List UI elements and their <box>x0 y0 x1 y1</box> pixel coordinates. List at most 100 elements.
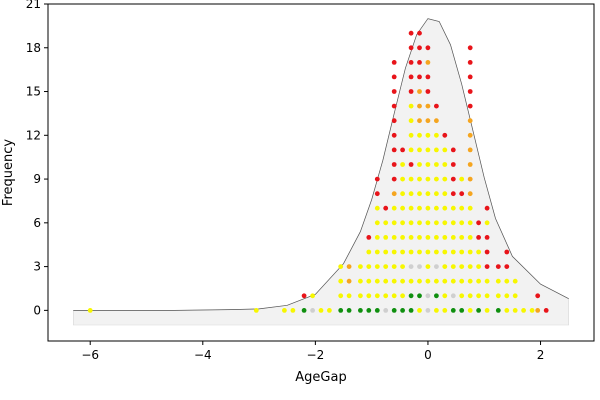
data-point <box>535 293 541 299</box>
data-point <box>358 293 363 299</box>
data-point <box>408 162 414 167</box>
data-point <box>459 205 465 211</box>
data-point <box>408 103 414 109</box>
data-point <box>425 176 431 182</box>
y-axis: 0 3 6 9 12 15 18 21 <box>26 0 48 317</box>
data-point <box>434 191 439 197</box>
data-point <box>408 308 414 313</box>
data-point <box>442 278 448 284</box>
data-point <box>408 132 414 138</box>
data-point <box>450 278 456 284</box>
data-point <box>358 278 363 284</box>
data-point <box>434 147 439 153</box>
data-point <box>346 308 352 313</box>
data-point <box>450 205 456 211</box>
data-point <box>400 235 405 240</box>
data-point <box>495 308 501 313</box>
data-point <box>391 249 397 255</box>
data-point <box>450 191 456 197</box>
data-point <box>504 278 510 284</box>
density-fill <box>73 18 569 326</box>
x-tick-label: −6 <box>81 348 99 362</box>
data-point <box>338 264 344 269</box>
data-point <box>467 118 473 124</box>
data-point <box>476 278 481 284</box>
data-point <box>484 308 490 313</box>
y-tick-label: 12 <box>26 128 41 142</box>
data-point <box>408 220 414 226</box>
data-point <box>434 264 439 269</box>
data-point <box>425 220 431 226</box>
data-point <box>374 249 380 255</box>
data-point <box>450 264 456 269</box>
data-point <box>400 162 405 167</box>
plot-area <box>73 18 569 326</box>
data-point <box>434 118 439 124</box>
data-point <box>467 264 473 269</box>
data-point <box>408 191 414 197</box>
data-point <box>408 89 414 94</box>
data-point <box>408 118 414 124</box>
data-point <box>442 249 448 255</box>
data-point <box>391 147 397 153</box>
data-point <box>425 89 431 94</box>
data-point <box>425 264 431 269</box>
data-point <box>408 74 414 80</box>
data-point <box>434 308 439 313</box>
x-axis: −6 −4 −2 0 2 <box>81 341 544 362</box>
data-point <box>512 278 518 284</box>
data-point <box>383 293 389 299</box>
data-point <box>417 176 422 182</box>
data-point <box>450 249 456 255</box>
data-point <box>425 278 431 284</box>
data-point <box>434 220 439 226</box>
data-point <box>310 308 315 313</box>
data-point <box>391 162 397 167</box>
data-point <box>391 264 397 269</box>
data-point <box>417 147 422 153</box>
data-point <box>442 162 448 167</box>
data-point <box>425 308 431 313</box>
data-point <box>442 308 448 313</box>
data-point <box>400 249 405 255</box>
y-tick-label: 21 <box>26 0 41 11</box>
y-tick-label: 15 <box>26 85 41 99</box>
data-point <box>417 89 422 94</box>
data-point <box>400 191 405 197</box>
data-point <box>434 132 439 138</box>
data-point <box>425 205 431 211</box>
data-point <box>400 278 405 284</box>
x-tick-label: 0 <box>424 348 432 362</box>
data-point <box>467 293 473 299</box>
data-point <box>425 162 431 167</box>
data-point <box>417 162 422 167</box>
data-point <box>425 249 431 255</box>
data-point <box>425 118 431 124</box>
data-point <box>366 249 372 255</box>
data-point <box>434 162 439 167</box>
data-point <box>417 45 422 51</box>
data-point <box>425 74 431 80</box>
data-point <box>504 293 510 299</box>
data-point <box>408 249 414 255</box>
data-point <box>374 308 380 313</box>
data-point <box>450 235 456 240</box>
data-point <box>442 220 448 226</box>
data-point <box>425 103 431 109</box>
data-point <box>467 89 473 94</box>
data-point <box>543 308 549 313</box>
data-point <box>400 308 405 313</box>
data-point <box>417 220 422 226</box>
data-point <box>391 132 397 138</box>
data-point <box>535 308 541 313</box>
data-point <box>467 45 473 51</box>
data-point <box>400 220 405 226</box>
data-point <box>400 147 405 153</box>
data-point <box>253 308 259 313</box>
data-point <box>383 205 389 211</box>
data-point <box>366 278 372 284</box>
data-point <box>467 103 473 109</box>
data-point <box>476 264 481 269</box>
data-point <box>467 74 473 80</box>
